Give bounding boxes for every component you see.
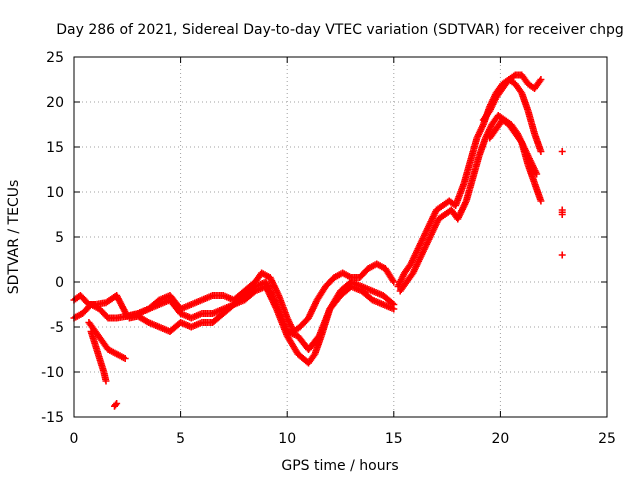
- x-tick-label: 5: [176, 431, 185, 447]
- y-tick-label: 10: [46, 185, 64, 201]
- x-tick-label: 20: [491, 431, 509, 447]
- grid-lines: [74, 57, 607, 417]
- x-tick-label: 0: [70, 431, 79, 447]
- y-axis-ticks: -15 -10 -5 0 5 10 15 20 25: [41, 50, 607, 426]
- data-point: [113, 400, 121, 407]
- data-point: [389, 277, 397, 284]
- y-tick-label: -5: [50, 320, 64, 336]
- x-axis-label: GPS time / hours: [281, 458, 398, 474]
- y-axis-label: SDTVAR / TECUs: [6, 180, 22, 295]
- data-point: [536, 77, 544, 85]
- data-point: [558, 148, 566, 155]
- data-point: [558, 251, 566, 259]
- y-tick-label: -15: [41, 410, 64, 426]
- y-tick-label: 20: [46, 95, 64, 111]
- y-tick-label: 25: [46, 50, 64, 66]
- y-tick-label: 15: [46, 140, 64, 156]
- x-tick-label: 10: [278, 431, 296, 447]
- x-tick-label: 25: [598, 431, 616, 447]
- data-point: [390, 278, 398, 286]
- data-point: [390, 305, 398, 313]
- data-point: [533, 170, 541, 178]
- data-point: [537, 148, 545, 155]
- data-point: [112, 401, 120, 409]
- x-axis-ticks: 0 5 10 15 20 25: [70, 57, 616, 447]
- data-point: [102, 377, 110, 385]
- y-tick-label: 0: [55, 275, 64, 291]
- data-point: [537, 197, 545, 205]
- data-points: [70, 71, 566, 410]
- chart-title: Day 286 of 2021, Sidereal Day-to-day VTE…: [56, 22, 624, 38]
- y-tick-label: -10: [41, 365, 64, 381]
- x-tick-label: 15: [385, 431, 403, 447]
- y-tick-label: 5: [55, 230, 64, 246]
- data-point: [558, 211, 566, 218]
- data-point: [537, 76, 545, 83]
- data-point: [121, 355, 129, 362]
